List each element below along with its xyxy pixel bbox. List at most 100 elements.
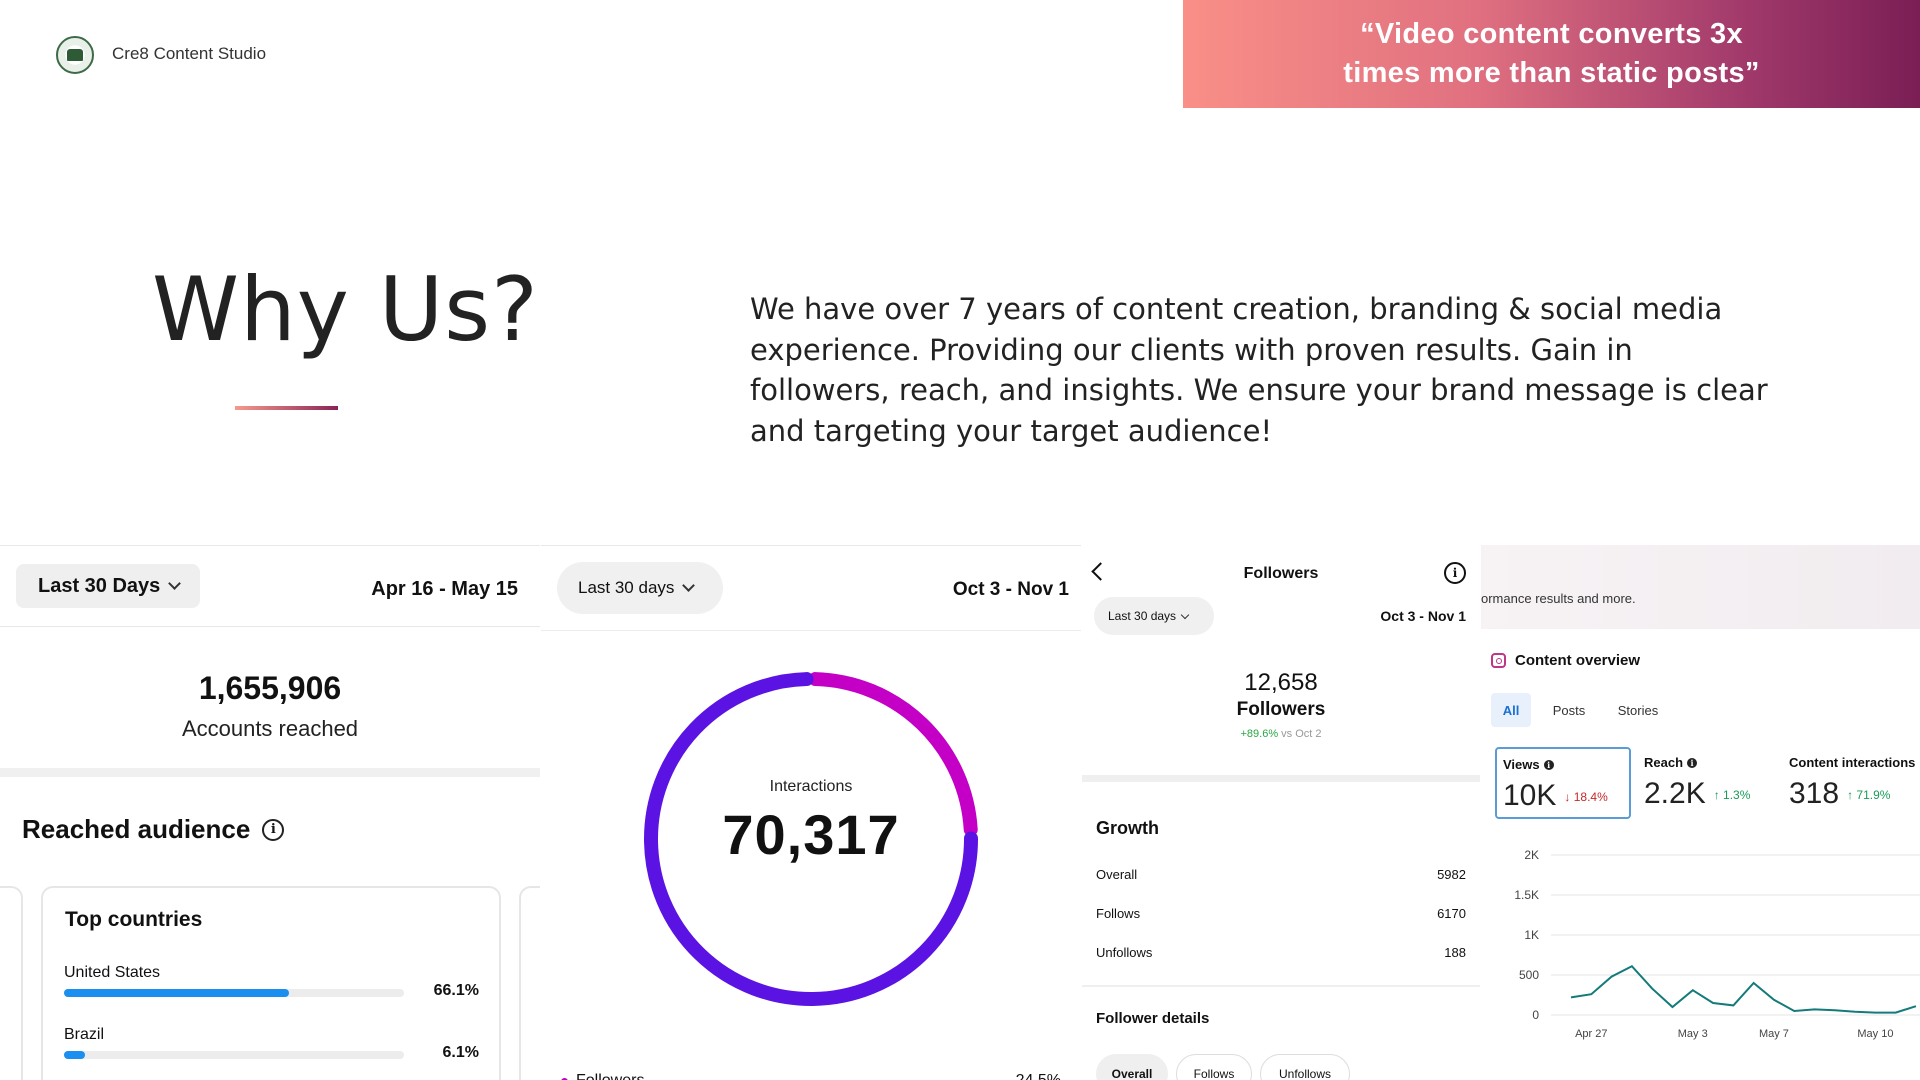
band-text: ormance results and more. bbox=[1481, 591, 1636, 606]
country-pct: 66.1% bbox=[433, 982, 479, 999]
quote-line-1: “Video content converts 3x bbox=[1360, 18, 1743, 50]
tab-posts[interactable]: Posts bbox=[1552, 702, 1586, 718]
quote-banner: “Video content converts 3x times more th… bbox=[1183, 0, 1920, 108]
metric-delta: ↑ 1.3% bbox=[1713, 788, 1751, 803]
page-title: Why Us? bbox=[152, 258, 539, 361]
donut-segment-0 bbox=[808, 672, 978, 837]
country-name: United States bbox=[64, 964, 161, 981]
range-dropdown[interactable]: Last 30 Days bbox=[16, 564, 200, 608]
brand-name: Cre8 Content Studio bbox=[112, 44, 267, 63]
brand-logo bbox=[56, 36, 94, 74]
section-heading: Content overview bbox=[1491, 652, 1640, 669]
info-icon: i bbox=[1543, 759, 1554, 770]
x-tick-label: May 7 bbox=[1759, 1028, 1789, 1040]
range-label: Last 30 Days bbox=[38, 574, 161, 597]
chevron-down-icon bbox=[168, 577, 182, 590]
growth-value: 5982 bbox=[1437, 867, 1466, 882]
country-bar-fill bbox=[64, 1051, 85, 1059]
metric-views[interactable]: Views i 10K ↓ 18.4% bbox=[1495, 747, 1631, 819]
y-tick-label: 1.5K bbox=[1514, 888, 1539, 902]
metric-delta: ↓ 18.4% bbox=[1564, 790, 1608, 805]
pill-overall[interactable]: Overall bbox=[1096, 1054, 1168, 1080]
growth-row: Unfollows 188 bbox=[1096, 945, 1466, 960]
screen-title: Followers bbox=[1243, 565, 1319, 582]
range-label: Last 30 days bbox=[1108, 609, 1177, 623]
divider-band bbox=[0, 768, 540, 777]
card-title: Top countries bbox=[65, 908, 203, 931]
range-dropdown[interactable]: Last 30 days bbox=[557, 562, 723, 614]
y-tick-label: 500 bbox=[1519, 968, 1539, 982]
country-bar-fill bbox=[64, 989, 289, 997]
metric-value: 2.2K bbox=[1644, 777, 1706, 810]
delta-compare: vs Oct 2 bbox=[1278, 728, 1322, 740]
audience-title: Reached audience bbox=[22, 814, 251, 844]
pill-follows[interactable]: Follows bbox=[1176, 1054, 1252, 1080]
divider bbox=[0, 626, 540, 627]
quote-line-2: times more than static posts” bbox=[1343, 57, 1760, 89]
growth-value: 188 bbox=[1444, 945, 1466, 960]
reach-value: 1,655,906 bbox=[198, 670, 342, 706]
growth-label: Overall bbox=[1096, 867, 1138, 882]
growth-label: Follows bbox=[1096, 906, 1141, 921]
tab-stories[interactable]: Stories bbox=[1617, 702, 1659, 718]
x-tick-label: Apr 27 bbox=[1575, 1028, 1607, 1040]
info-icon[interactable]: i bbox=[262, 818, 285, 841]
metric-reach[interactable]: Reach i 2.2K ↑ 1.3% bbox=[1638, 747, 1778, 819]
y-tick-label: 0 bbox=[1532, 1008, 1539, 1022]
chevron-down-icon bbox=[682, 579, 696, 592]
date-range: Oct 3 - Nov 1 bbox=[952, 579, 1069, 600]
followers-label: Followers bbox=[1236, 699, 1326, 720]
y-tick-label: 2K bbox=[1524, 848, 1539, 862]
card-left-partial bbox=[0, 886, 23, 1080]
metric-label: Views bbox=[1503, 757, 1540, 772]
growth-title: Growth bbox=[1096, 818, 1159, 838]
description: We have over 7 years of content creation… bbox=[750, 292, 1768, 448]
info-band bbox=[1481, 545, 1920, 629]
title-underline bbox=[235, 406, 338, 410]
donut-segment-1 bbox=[644, 672, 978, 1006]
date-range: Apr 16 - May 15 bbox=[371, 578, 518, 600]
growth-value: 6170 bbox=[1437, 906, 1466, 921]
center-label: Interactions bbox=[769, 778, 853, 795]
x-tick-label: May 3 bbox=[1678, 1028, 1708, 1040]
divider bbox=[541, 630, 1081, 631]
date-range: Oct 3 - Nov 1 bbox=[1380, 608, 1466, 624]
audience-heading: Reached audience i bbox=[22, 814, 285, 845]
pill-unfollows[interactable]: Unfollows bbox=[1260, 1054, 1350, 1080]
metric-value: 318 bbox=[1789, 777, 1840, 810]
info-icon: i bbox=[1687, 757, 1698, 768]
legend-pct: 24.5% bbox=[1016, 1072, 1061, 1080]
metric-label: Reach bbox=[1644, 755, 1684, 770]
growth-label: Unfollows bbox=[1096, 945, 1153, 960]
followers-delta: +89.6% vs Oct 2 bbox=[1082, 728, 1480, 740]
content-overview-screenshot: ormance results and more. Content overvi… bbox=[1481, 545, 1920, 1080]
growth-row: Follows 6170 bbox=[1096, 906, 1466, 921]
section-title: Content overview bbox=[1515, 652, 1641, 669]
views-line-chart: 2K 1.5K 1K 500 0 Apr 27 May 3 May 7 May 10 bbox=[1514, 848, 1920, 1040]
x-tick-label: May 10 bbox=[1857, 1028, 1893, 1040]
growth-row: Overall 5982 bbox=[1096, 867, 1466, 882]
card-right-partial bbox=[519, 886, 540, 1080]
chevron-down-icon bbox=[1180, 610, 1190, 619]
metric-value: 10K bbox=[1503, 779, 1557, 812]
range-dropdown[interactable]: Last 30 days bbox=[1094, 597, 1214, 635]
followers-value: 12,658 bbox=[1244, 669, 1318, 696]
legend-label: Followers bbox=[576, 1072, 644, 1080]
tab-all[interactable]: All bbox=[1491, 693, 1531, 727]
metric-delta: ↑ 71.9% bbox=[1847, 788, 1891, 803]
instagram-icon bbox=[1491, 653, 1506, 668]
country-pct: 6.1% bbox=[442, 1044, 479, 1061]
range-label: Last 30 days bbox=[578, 578, 675, 597]
interactions-screenshot: Last 30 days Oct 3 - Nov 1 Interactions … bbox=[541, 545, 1081, 1080]
legend-dot bbox=[561, 1077, 568, 1080]
delta-positive: +89.6% bbox=[1240, 728, 1279, 740]
followers-screenshot: Followers i Last 30 days Oct 3 - Nov 1 1… bbox=[1082, 545, 1480, 1080]
country-bar-track bbox=[64, 989, 404, 997]
legend-item: Followers bbox=[561, 1072, 644, 1080]
metric-interactions[interactable]: Content interactions 318 ↑ 71.9% bbox=[1783, 747, 1920, 819]
country-name: Brazil bbox=[64, 1026, 105, 1043]
info-icon[interactable]: i bbox=[1444, 562, 1466, 584]
divider bbox=[1082, 985, 1480, 987]
interactions-donut bbox=[644, 672, 978, 1006]
reach-screenshot: Last 30 Days Apr 16 - May 15 1,655,906 A… bbox=[0, 545, 540, 1080]
